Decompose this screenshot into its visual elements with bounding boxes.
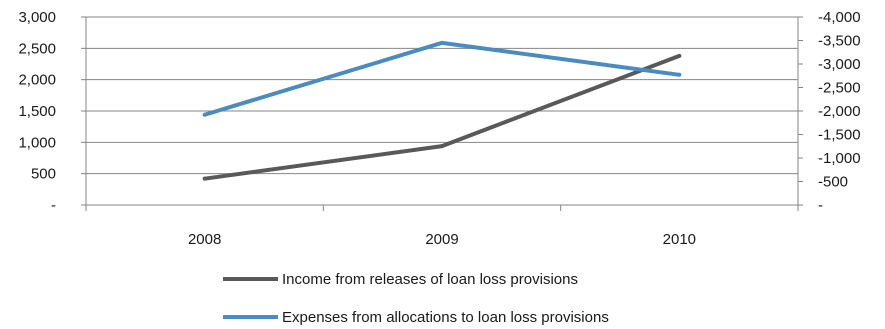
series-line-2 — [204, 40, 680, 117]
x-tick-label: 2009 — [425, 231, 458, 248]
y-right-tick-label: -3,500 — [818, 33, 861, 50]
series-1-point — [202, 176, 207, 181]
legend-label-2: Expenses from allocations to loan loss p… — [282, 309, 609, 326]
y-left-tick-label: 1,500 — [18, 103, 56, 120]
x-tick-label: 2010 — [663, 231, 696, 248]
series-1-point — [440, 144, 444, 149]
series-1-point — [677, 53, 682, 58]
series-2-point — [202, 112, 207, 117]
y-left-tick-label: 500 — [31, 166, 56, 183]
y-right-tick-label: -2,500 — [818, 80, 861, 97]
y-left-tick-label: 2,000 — [18, 72, 56, 89]
y-left-tick-label: 3,000 — [18, 9, 56, 26]
series-line-1 — [204, 53, 681, 181]
series-2-point — [440, 40, 444, 45]
x-tick-label: 2008 — [188, 231, 221, 248]
series-2-point — [677, 72, 682, 77]
y-left-tick-label: - — [51, 197, 56, 214]
y-left-tick-label: 1,000 — [18, 134, 56, 151]
y-right-tick-label: -2,000 — [818, 103, 861, 120]
legend-label-1: Income from releases of loan loss provis… — [282, 271, 578, 288]
y-right-tick-label: -1,500 — [818, 127, 861, 144]
y-right-tick-label: - — [818, 197, 823, 214]
y-right-tick-label: -4,000 — [818, 9, 861, 26]
y-left-tick-label: 2,500 — [18, 40, 56, 57]
y-right-tick-label: -3,000 — [818, 56, 861, 73]
y-right-tick-label: -500 — [818, 174, 848, 191]
y-right-tick-label: -1,000 — [818, 150, 861, 167]
